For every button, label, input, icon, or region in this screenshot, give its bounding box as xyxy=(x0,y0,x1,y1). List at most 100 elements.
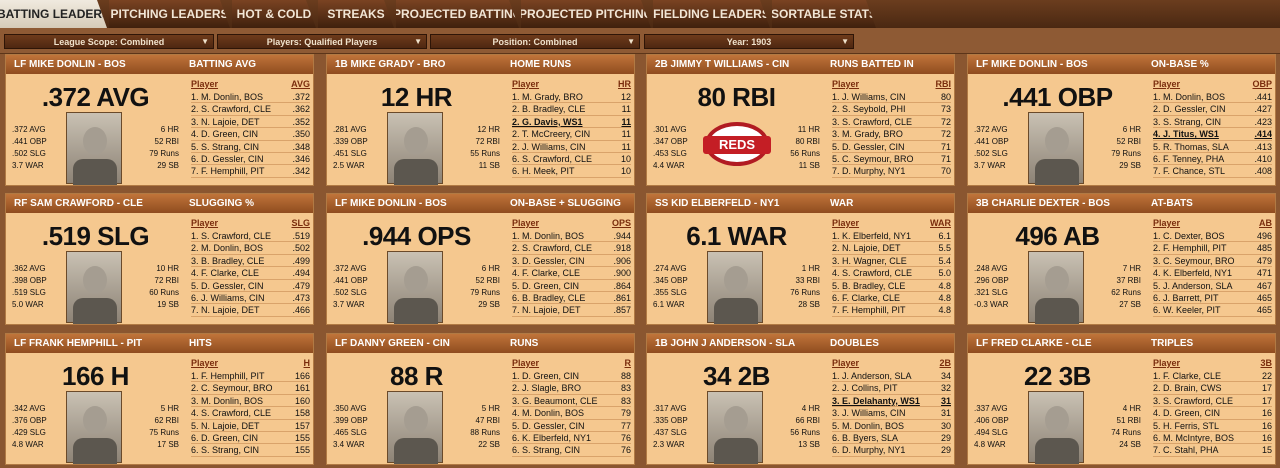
leaderboard-player[interactable]: 1. C. Dexter, BOS xyxy=(1153,231,1225,241)
leader-player-name[interactable]: LF MIKE DONLIN - BOS xyxy=(335,198,447,209)
player-column-header[interactable]: Player xyxy=(191,358,219,368)
leaderboard-row[interactable]: 7. F. Hemphill, PIT 4.8 xyxy=(832,304,951,317)
leaderboard-player[interactable]: 3. S. Crawford, CLE xyxy=(1153,395,1234,406)
leaderboard-player[interactable]: 2. N. Lajoie, DET xyxy=(832,243,901,254)
leaderboard-player[interactable]: 3. C. Seymour, BRO xyxy=(1153,255,1235,266)
leaderboard-row[interactable]: 6. D. Murphy, NY1 29 xyxy=(832,444,951,457)
leader-player-name[interactable]: LF MIKE DONLIN - BOS xyxy=(976,59,1088,70)
leaderboard-player[interactable]: 2. S. Crawford, CLE xyxy=(512,243,593,254)
leaderboard-player[interactable]: 3. D. Gessler, CIN xyxy=(512,255,585,266)
leaderboard-player[interactable]: 3. S. Strang, CIN xyxy=(1153,116,1222,127)
leaderboard-player[interactable]: 4. D. Green, CIN xyxy=(1153,408,1221,419)
player-column-header[interactable]: Player xyxy=(191,79,219,89)
leaderboard-player[interactable]: 7. D. Murphy, NY1 xyxy=(832,166,906,177)
leaderboard-row[interactable]: 1. M. Grady, BRO 12 xyxy=(512,91,631,104)
leaderboard-player[interactable]: 4. D. Green, CIN xyxy=(191,129,259,140)
leaderboard-player[interactable]: 7. F. Hemphill, PIT xyxy=(832,305,906,316)
leaderboard-row[interactable]: 7. D. Murphy, NY1 70 xyxy=(832,165,951,178)
leaderboard-row[interactable]: 2. S. Crawford, CLE .918 xyxy=(512,242,631,255)
leaderboard-row[interactable]: 3. H. Wagner, CLE 5.4 xyxy=(832,255,951,268)
player-photo[interactable] xyxy=(66,391,122,464)
leaderboard-player[interactable]: 5. D. Gessler, CIN xyxy=(832,141,905,152)
leaderboard-row[interactable]: 1. J. Williams, CIN 80 xyxy=(832,91,951,104)
leaderboard-row[interactable]: 6. F. Clarke, CLE 4.8 xyxy=(832,292,951,305)
stat-column-header[interactable]: R xyxy=(624,358,632,368)
player-column-header[interactable]: Player xyxy=(512,79,540,89)
year-dropdown[interactable]: Year: 1903 ▼ xyxy=(644,34,854,49)
leaderboard-player[interactable]: 6. D. Gessler, CIN xyxy=(191,153,264,164)
leaderboard-row[interactable]: 3. N. Lajoie, DET .352 xyxy=(191,116,310,129)
player-column-header[interactable]: Player xyxy=(512,358,540,368)
leaderboard-row[interactable]: 7. N. Lajoie, DET .466 xyxy=(191,304,310,317)
leaderboard-player[interactable]: 2. D. Gessler, CIN xyxy=(1153,104,1226,115)
leaderboard-player[interactable]: 2. M. Donlin, BOS xyxy=(191,243,264,254)
leaderboard-row[interactable]: 1. F. Hemphill, PIT 166 xyxy=(191,370,310,383)
players-dropdown[interactable]: Players: Qualified Players ▼ xyxy=(217,34,427,49)
leaderboard-player[interactable]: 2. G. Davis, WS1 xyxy=(512,116,583,127)
leaderboard-player[interactable]: 6. M. McIntyre, BOS xyxy=(1153,432,1235,443)
tab-fielding-leaders[interactable]: FIELDING LEADERS xyxy=(653,0,770,28)
leaderboard-row[interactable]: 1. M. Donlin, BOS .372 xyxy=(191,91,310,104)
leaderboard-player[interactable]: 3. S. Crawford, CLE xyxy=(832,116,913,127)
leaderboard-row[interactable]: 5. R. Thomas, SLA .413 xyxy=(1153,141,1272,153)
player-photo[interactable] xyxy=(1028,391,1084,464)
leaderboard-player[interactable]: 5. N. Lajoie, DET xyxy=(191,420,260,431)
leaderboard-player[interactable]: 3. B. Bradley, CLE xyxy=(191,255,265,266)
leaderboard-row[interactable]: 2. G. Davis, WS1 11 xyxy=(512,116,631,129)
leaderboard-row[interactable]: 6. B. Bradley, CLE .861 xyxy=(512,292,631,305)
leaderboard-row[interactable]: 3. M. Donlin, BOS 160 xyxy=(191,395,310,408)
player-column-header[interactable]: Player xyxy=(832,218,860,228)
leaderboard-player[interactable]: 5. R. Thomas, SLA xyxy=(1153,141,1229,152)
leaderboard-row[interactable]: 3. D. Gessler, CIN .906 xyxy=(512,255,631,268)
leaderboard-player[interactable]: 7. C. Stahl, PHA xyxy=(1153,445,1219,456)
leaderboard-row[interactable]: 3. C. Seymour, BRO 479 xyxy=(1153,255,1272,268)
stat-column-header[interactable]: 3B xyxy=(1260,358,1272,368)
leaderboard-player[interactable]: 1. M. Donlin, BOS xyxy=(1153,92,1226,102)
leaderboard-player[interactable]: 5. H. Ferris, STL xyxy=(1153,420,1220,431)
leaderboard-row[interactable]: 6. K. Elberfeld, NY1 76 xyxy=(512,432,631,445)
leaderboard-row[interactable]: 4. F. Clarke, CLE .494 xyxy=(191,267,310,280)
leaderboard-player[interactable]: 6. J. Barrett, PIT xyxy=(1153,292,1219,303)
tab-projected-pitching[interactable]: PROJECTED PITCHING xyxy=(521,0,651,28)
leaderboard-row[interactable]: 4. S. Crawford, CLE 158 xyxy=(191,407,310,420)
leaderboard-player[interactable]: 1. D. Green, CIN xyxy=(512,371,580,381)
leader-player-name[interactable]: RF SAM CRAWFORD - CLE xyxy=(14,198,143,209)
stat-column-header[interactable]: OBP xyxy=(1252,79,1272,89)
leader-player-name[interactable]: 1B JOHN J ANDERSON - SLA xyxy=(655,338,796,349)
leaderboard-row[interactable]: 6. S. Crawford, CLE 10 xyxy=(512,153,631,166)
leaderboard-player[interactable]: 6. B. Byers, SLA xyxy=(832,432,899,443)
leaderboard-player[interactable]: 1. M. Grady, BRO xyxy=(512,92,583,102)
leaderboard-player[interactable]: 4. M. Donlin, BOS xyxy=(512,408,585,419)
leaderboard-player[interactable]: 1. F. Hemphill, PIT xyxy=(191,371,265,381)
leaderboard-row[interactable]: 6. S. Strang, CIN 76 xyxy=(512,444,631,457)
leaderboard-row[interactable]: 3. B. Bradley, CLE .499 xyxy=(191,255,310,268)
leaderboard-row[interactable]: 5. J. Anderson, SLA 467 xyxy=(1153,280,1272,292)
tab-streaks[interactable]: STREAKS xyxy=(318,0,394,28)
leader-player-name[interactable]: LF DANNY GREEN - CIN xyxy=(335,338,450,349)
leaderboard-player[interactable]: 6. D. Green, CIN xyxy=(191,432,259,443)
leaderboard-player[interactable]: 2. B. Bradley, CLE xyxy=(512,104,586,115)
leaderboard-row[interactable]: 4. D. Green, CIN 16 xyxy=(1153,407,1272,420)
leaderboard-row[interactable]: 2. B. Bradley, CLE 11 xyxy=(512,103,631,116)
stat-column-header[interactable]: WAR xyxy=(930,218,951,228)
leader-player-name[interactable]: SS KID ELBERFELD - NY1 xyxy=(655,198,780,209)
leaderboard-row[interactable]: 7. C. Stahl, PHA 15 xyxy=(1153,444,1272,457)
leaderboard-player[interactable]: 3. G. Beaumont, CLE xyxy=(512,395,598,406)
leaderboard-row[interactable]: 1. K. Elberfeld, NY1 6.1 xyxy=(832,230,951,243)
leaderboard-row[interactable]: 4. F. Clarke, CLE .900 xyxy=(512,267,631,280)
leaderboard-row[interactable]: 5. D. Gessler, CIN .479 xyxy=(191,280,310,292)
player-photo[interactable] xyxy=(1028,251,1084,324)
leaderboard-row[interactable]: 5. C. Seymour, BRO 71 xyxy=(832,153,951,166)
leaderboard-player[interactable]: 2. S. Crawford, CLE xyxy=(191,104,272,115)
leaderboard-player[interactable]: 4. J. Titus, WS1 xyxy=(1153,129,1219,140)
leaderboard-player[interactable]: 6. W. Keeler, PIT xyxy=(1153,305,1221,316)
leaderboard-row[interactable]: 6. D. Gessler, CIN .346 xyxy=(191,153,310,166)
leaderboard-row[interactable]: 5. N. Lajoie, DET 157 xyxy=(191,420,310,432)
league-scope-dropdown[interactable]: League Scope: Combined ▼ xyxy=(4,34,214,49)
stat-column-header[interactable]: AVG xyxy=(291,79,310,89)
leaderboard-row[interactable]: 1. F. Clarke, CLE 22 xyxy=(1153,370,1272,383)
leaderboard-row[interactable]: 2. J. Williams, CIN 11 xyxy=(512,141,631,153)
player-column-header[interactable]: Player xyxy=(512,218,540,228)
stat-column-header[interactable]: 2B xyxy=(939,358,951,368)
leaderboard-player[interactable]: 4. S. Crawford, CLE xyxy=(191,408,272,419)
